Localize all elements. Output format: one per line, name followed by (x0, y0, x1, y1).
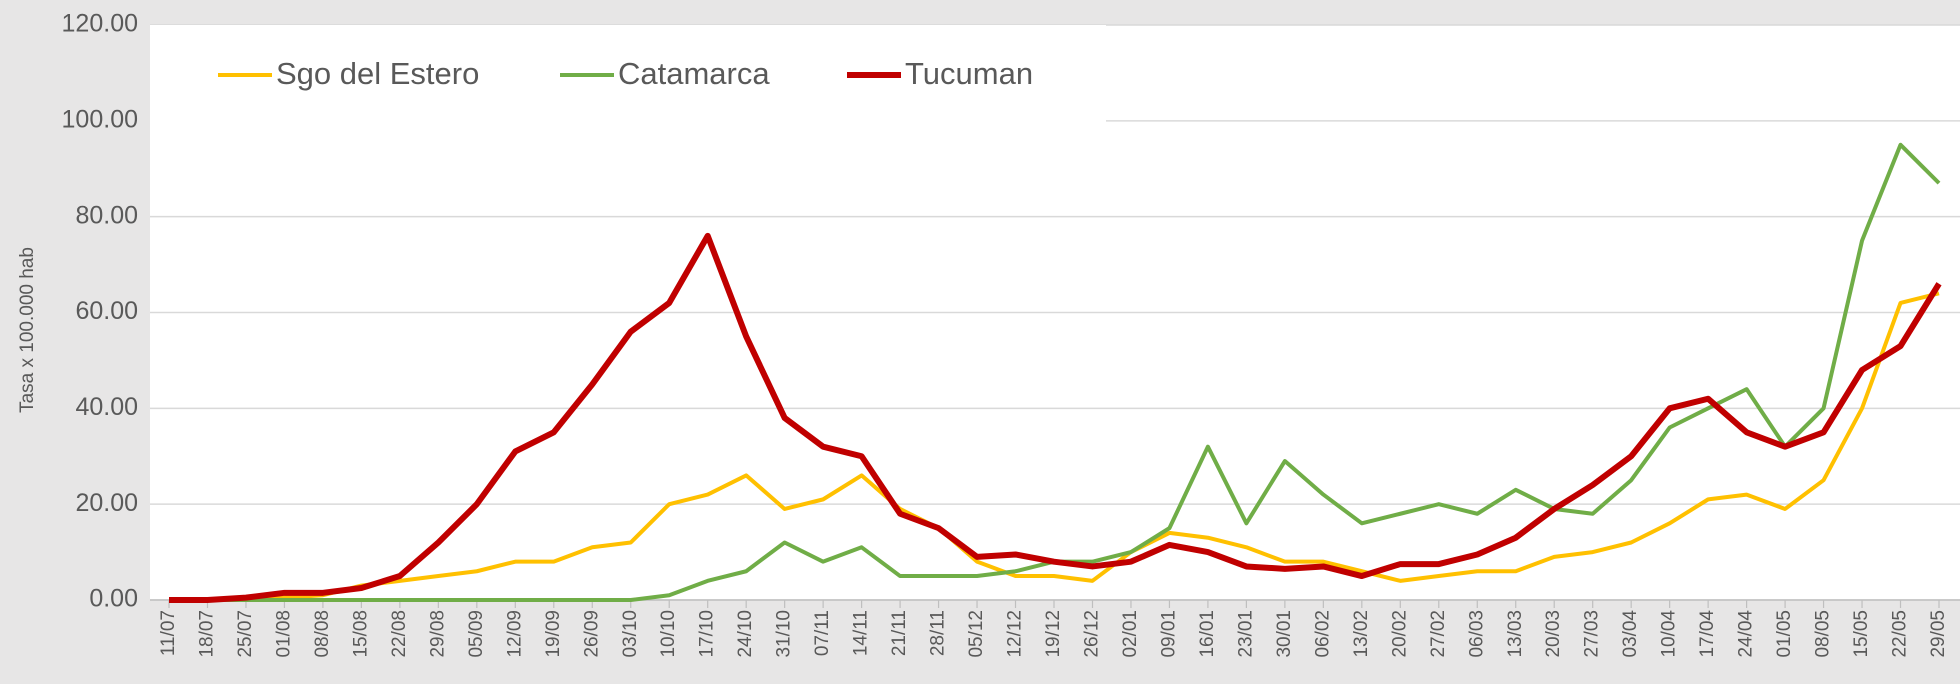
legend-label: Sgo del Estero (276, 56, 479, 91)
x-tick-label: 15/05 (1851, 610, 1872, 658)
y-tick-label: 60.00 (75, 297, 138, 325)
y-tick-label: 120.00 (62, 10, 138, 38)
x-tick-label: 26/09 (581, 610, 602, 658)
x-tick-label: 06/02 (1312, 610, 1333, 658)
y-tick-label: 20.00 (75, 489, 138, 517)
x-tick-label: 02/01 (1120, 610, 1141, 658)
x-tick-label: 17/04 (1697, 610, 1718, 658)
x-tick-label: 22/05 (1890, 610, 1911, 658)
x-tick-label: 10/10 (658, 610, 679, 658)
legend-box (150, 25, 1106, 123)
x-tick-label: 21/11 (889, 610, 910, 656)
x-tick-label: 29/05 (1928, 610, 1949, 658)
x-tick-label: 27/02 (1428, 610, 1449, 658)
x-tick-label: 19/12 (1043, 610, 1064, 658)
x-tick-label: 27/03 (1582, 610, 1603, 658)
x-tick-label: 03/04 (1620, 610, 1641, 658)
x-tick-label: 26/12 (1081, 610, 1102, 658)
x-tick-label: 29/08 (427, 610, 448, 658)
x-tick-label: 23/01 (1235, 610, 1256, 658)
y-tick-label: 0.00 (89, 585, 138, 613)
y-tick-label: 100.00 (62, 105, 138, 133)
series-line (169, 232, 1942, 603)
x-tick-label: 17/10 (697, 610, 718, 658)
x-tick-label: 15/08 (350, 610, 371, 658)
x-tick-label: 08/05 (1813, 610, 1834, 658)
y-axis-label: Tasa x 100.000 hab (17, 247, 38, 413)
x-tick-label: 20/02 (1389, 610, 1410, 658)
x-tick-label: 06/03 (1466, 610, 1487, 658)
x-tick-label: 25/07 (235, 610, 256, 658)
legend-label: Catamarca (618, 56, 770, 91)
x-tick-label: 13/03 (1505, 610, 1526, 658)
x-tick-label: 19/09 (543, 610, 564, 658)
x-tick-label: 12/12 (1005, 610, 1026, 658)
x-tick-label: 14/11 (851, 610, 872, 656)
x-tick-label: 03/10 (620, 610, 641, 658)
x-tick-label: 24/10 (735, 610, 756, 658)
x-tick-label: 01/05 (1774, 610, 1795, 658)
x-tick-label: 28/11 (928, 610, 949, 656)
x-tick-label: 08/08 (312, 610, 333, 658)
x-tick-label: 30/01 (1274, 610, 1295, 658)
x-tick-label: 09/01 (1158, 610, 1179, 658)
x-tick-label: 22/08 (389, 610, 410, 658)
x-tick-label: 18/07 (196, 610, 217, 658)
x-tick-label: 01/08 (273, 610, 294, 658)
x-tick-label: 31/10 (774, 610, 795, 658)
x-tick-label: 05/12 (966, 610, 987, 658)
y-tick-label: 40.00 (75, 393, 138, 421)
y-tick-label: 80.00 (75, 201, 138, 229)
legend-label: Tucuman (905, 56, 1033, 91)
x-tick-label: 10/04 (1659, 610, 1680, 658)
x-tick-label: 13/02 (1351, 610, 1372, 658)
x-tick-label: 11/07 (158, 610, 179, 656)
x-tick-label: 16/01 (1197, 610, 1218, 658)
x-tick-label: 12/09 (504, 610, 525, 658)
x-tick-label: 20/03 (1543, 610, 1564, 658)
x-tick-label: 05/09 (466, 610, 487, 658)
series-line (169, 291, 1940, 602)
x-tick-label: 24/04 (1736, 610, 1757, 658)
x-tick-label: 07/11 (812, 610, 833, 656)
